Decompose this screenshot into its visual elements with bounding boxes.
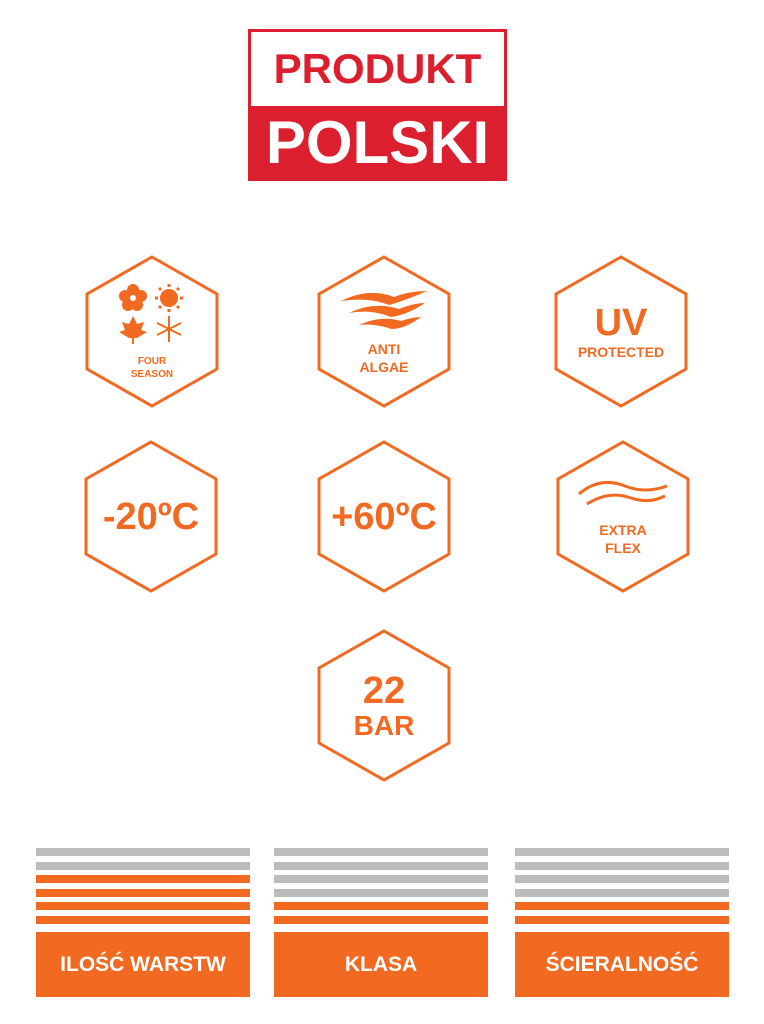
rating-block: KLASA (274, 848, 488, 997)
rating-stripe (36, 902, 250, 911)
badge-hexagon: FOUR SEASON (84, 254, 220, 409)
rating-stripe (36, 861, 250, 870)
rating-stripe (515, 888, 729, 897)
rating-stripe (36, 848, 250, 856)
badge-line2: ALGAE (359, 359, 409, 375)
rating-stripe (36, 875, 250, 884)
badge-small-text: BAR (353, 709, 415, 741)
rating-block: ILOŚĆ WARSTW (36, 848, 250, 997)
badge-hexagon: 22 BAR (316, 628, 452, 783)
logo-line1: PRODUKT (251, 32, 504, 106)
rating-stripe (274, 902, 488, 911)
produkt-polski-logo: PRODUKT POLSKI (248, 29, 507, 181)
rating-label: ŚCIERALNOŚĆ (515, 932, 729, 997)
badge-line2: SEASON (130, 369, 174, 380)
badge-hexagon: UV PROTECTED (553, 254, 689, 409)
badge-line1: EXTRA (599, 522, 647, 538)
badge-hexagon: +60ºC (316, 439, 452, 594)
rating-stripe (274, 875, 488, 884)
logo-line2: POLSKI (251, 106, 504, 178)
rating-stripe (515, 861, 729, 870)
badge-hexagon: -20ºC (83, 439, 219, 594)
rating-stripe (515, 902, 729, 911)
badge-line2: FLEX (605, 540, 641, 556)
rating-stripe (36, 915, 250, 924)
badge-line1: FOUR (137, 356, 167, 367)
algae-waves-icon (339, 287, 429, 336)
rating-label: ILOŚĆ WARSTW (36, 932, 250, 997)
badge-big-text: 22 (362, 669, 406, 712)
four-seasons-icon (117, 282, 187, 351)
rating-stripe (515, 875, 729, 884)
rating-stripe (515, 848, 729, 856)
badge-big-text: UV (594, 301, 648, 344)
badge-small-text: PROTECTED (577, 343, 665, 360)
rating-stripe (274, 861, 488, 870)
badge-big-text: +60ºC (331, 495, 437, 538)
badge-hexagon: EXTRA FLEX (555, 439, 691, 594)
rating-block: ŚCIERALNOŚĆ (515, 848, 729, 997)
rating-label: KLASA (274, 932, 488, 997)
badge-big-text: -20ºC (102, 495, 200, 538)
flex-curves-icon (575, 476, 671, 517)
badge-hexagon: ANTI ALGAE (316, 254, 452, 409)
rating-stripe (274, 915, 488, 924)
rating-stripe (36, 888, 250, 897)
badge-line1: ANTI (367, 341, 401, 357)
rating-stripe (274, 848, 488, 856)
rating-stripe (274, 888, 488, 897)
rating-stripe (515, 915, 729, 924)
